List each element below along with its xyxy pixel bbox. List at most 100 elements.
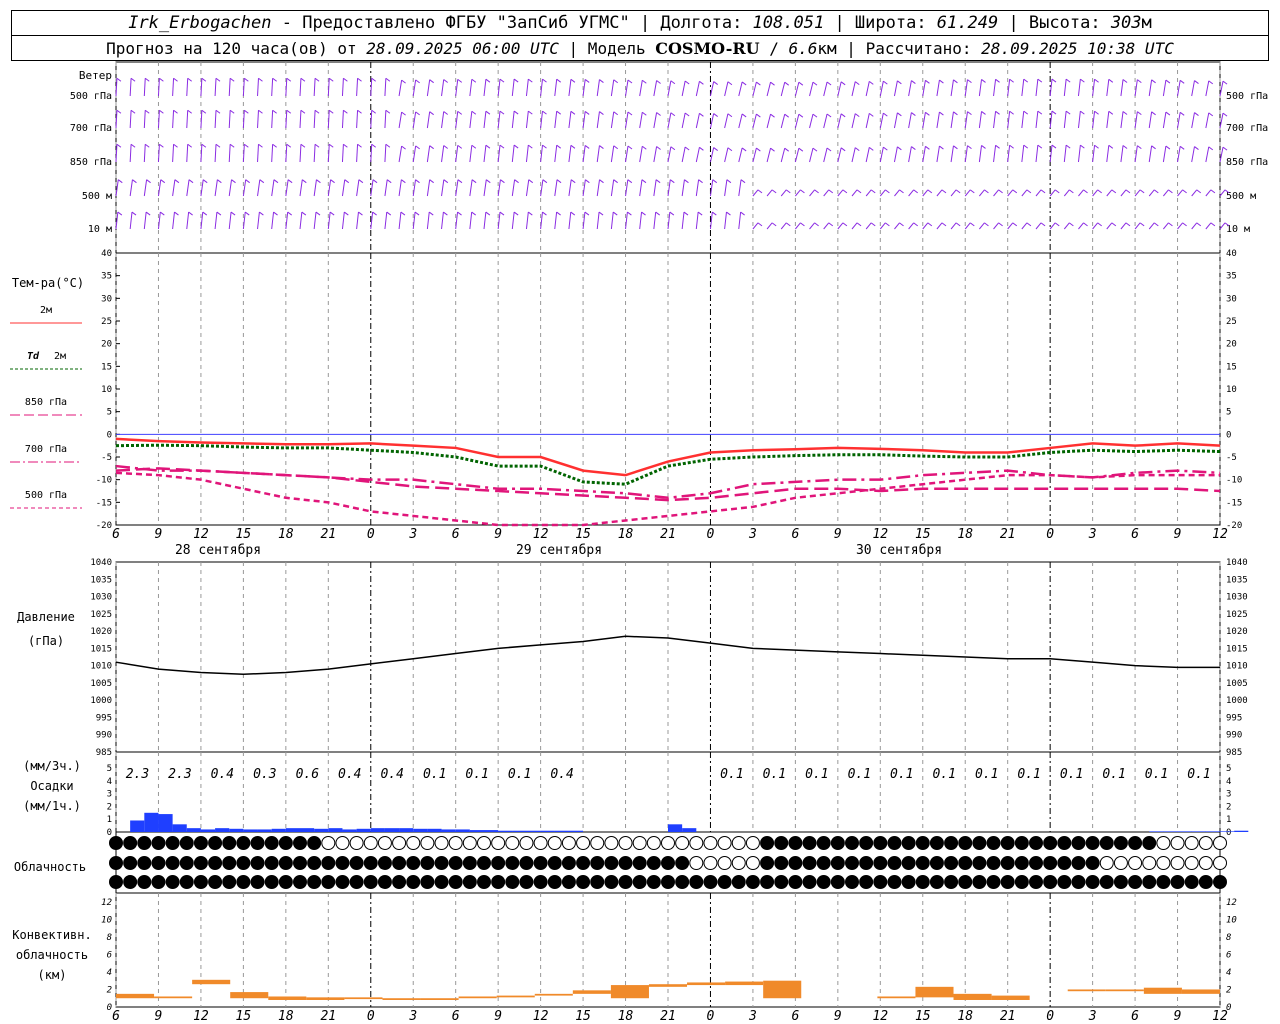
wind-barb-flag (428, 211, 434, 216)
cloud-symbol (1043, 856, 1058, 870)
wind-barb (1219, 189, 1226, 197)
wind-barb (908, 222, 915, 230)
cloud-symbol (462, 856, 477, 870)
wind-barb (865, 113, 870, 129)
cloud-symbol (321, 836, 336, 850)
pressure-tick-left: 1020 (90, 627, 112, 637)
precip-tick-left: 3 (107, 790, 112, 800)
temp-tick-left: 15 (101, 362, 112, 372)
precip-bar (314, 828, 329, 832)
precip-3h-total: 0.1 (763, 767, 786, 782)
wind-barb-flag (244, 211, 250, 216)
cloud-symbol (505, 856, 520, 870)
wind-barb (1035, 79, 1039, 97)
wind-barb-flag (939, 111, 944, 116)
conv-tick-right: 6 (1226, 950, 1231, 960)
wind-barb-flag (272, 109, 277, 114)
wind-barb-flag (401, 145, 406, 150)
wind-barb (455, 179, 459, 197)
cloud-symbol (547, 875, 562, 889)
wind-barb-flag (1137, 111, 1142, 116)
wind-barb (879, 80, 884, 97)
wind-barb-flag (358, 211, 363, 216)
time-tick-label: 12 (872, 1009, 888, 1024)
temp-title: Тем-ра(°C) (12, 276, 84, 290)
cloud-symbol (491, 856, 506, 870)
wind-barb (1078, 222, 1084, 230)
cloud-symbol (929, 875, 944, 889)
wind-barb (695, 147, 700, 163)
cloud-symbol (165, 856, 180, 870)
wind-barb-flag (883, 80, 888, 85)
time-tick-label: 3 (748, 527, 757, 542)
wind-barb (554, 212, 558, 230)
cloud-symbol (519, 875, 534, 889)
cloud-symbol (661, 856, 675, 870)
wind-barb-flag (740, 179, 746, 184)
precip-bar (229, 828, 244, 832)
wind-barb (1134, 145, 1138, 163)
precip-3h-total: 0.1 (1187, 767, 1210, 782)
cloud-symbol (675, 836, 690, 850)
wind-barb-flag (1009, 144, 1014, 149)
wind-barb-flag (1222, 112, 1228, 117)
precip-bar (328, 828, 343, 832)
wind-barb-flag (1012, 189, 1018, 194)
wind-barb (412, 79, 417, 97)
cloud-symbol (321, 875, 336, 889)
wind-barb (157, 78, 160, 97)
precip-3h-total: 0.1 (975, 767, 998, 782)
cloud-symbol (774, 856, 789, 870)
wind-barb (837, 147, 842, 163)
precip-3h-total: 0.1 (465, 767, 488, 782)
wind-barb-flag (925, 145, 930, 150)
wind-barb (228, 144, 231, 163)
wind-barb (157, 110, 160, 129)
cloud-symbol (1043, 875, 1058, 889)
wind-barb-flag (385, 77, 391, 82)
wind-barb-flag (670, 146, 676, 151)
cloud-symbol (377, 836, 392, 850)
wind-barb (823, 147, 828, 163)
wind-barb-flag (215, 77, 221, 82)
cloud-symbol (123, 856, 138, 870)
cloud-symbol (731, 836, 746, 850)
cloud-symbol (845, 836, 859, 850)
wind-barb-flag (301, 211, 307, 216)
wind-barb (1162, 79, 1167, 97)
wind-barb-flag (911, 80, 916, 84)
cloud-symbol (972, 875, 987, 889)
time-tick-label: 18 (957, 1009, 973, 1024)
wind-barb-flag (415, 111, 420, 116)
wind-barb (200, 179, 204, 197)
wind-barb-flag (144, 109, 150, 114)
wind-barb (398, 146, 403, 163)
wind-barb (271, 179, 275, 197)
wind-barb-flag (542, 78, 547, 83)
wind-barb-flag (627, 111, 633, 116)
wind-barb-flag (328, 109, 334, 114)
wind-barb (709, 81, 715, 97)
wind-barb-flag (1182, 222, 1187, 227)
pressure-tick-right: 1015 (1226, 644, 1248, 654)
wind-barb-flag (300, 109, 306, 114)
conv-cloud-bar (648, 984, 688, 987)
legend-label: 2м (40, 305, 52, 316)
precip-bar (512, 830, 527, 832)
cloud-symbol (604, 875, 619, 889)
time-tick-label: 15 (236, 1009, 252, 1024)
wind-barb-flag (401, 179, 406, 184)
wind-barb-flag (542, 110, 547, 115)
wind-barb (172, 212, 175, 230)
wind-barb (497, 212, 501, 230)
wind-barb (1077, 111, 1081, 129)
wind-barb (285, 179, 289, 197)
cloud-symbol (392, 875, 407, 889)
precip-3h-total: 0.4 (380, 767, 403, 782)
time-tick-label: 12 (872, 527, 888, 542)
wind-barb-flag (1208, 112, 1214, 117)
wind-barb (865, 147, 870, 163)
wind-barb (242, 78, 245, 97)
wind-barb (186, 78, 189, 97)
wind-barb-flag (1009, 110, 1014, 115)
